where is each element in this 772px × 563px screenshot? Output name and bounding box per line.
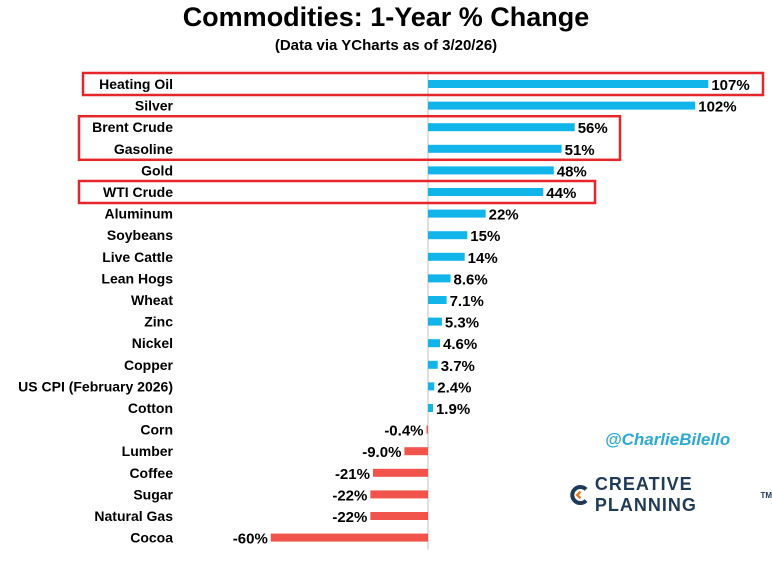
data-label: -60%	[233, 531, 268, 548]
category-label: Brent Crude	[92, 119, 173, 135]
category-label: Aluminum	[105, 206, 173, 222]
category-label: Live Cattle	[102, 249, 173, 265]
category-label: Wheat	[131, 292, 173, 308]
category-label: Heating Oil	[99, 76, 173, 92]
category-label: Gasoline	[114, 141, 173, 157]
bar	[428, 404, 433, 412]
bar	[428, 231, 468, 240]
category-label: US CPI (February 2026)	[18, 378, 173, 394]
category-label: Cotton	[128, 400, 173, 416]
twitter-handle: @CharlieBilello	[605, 430, 731, 449]
data-label: -21%	[335, 466, 370, 483]
data-label: 51%	[565, 142, 595, 159]
category-label: Cocoa	[130, 530, 173, 546]
bar	[428, 188, 544, 196]
data-label: 22%	[489, 207, 519, 224]
data-label: 8.6%	[454, 271, 488, 288]
bar	[428, 360, 438, 369]
category-label: Gold	[141, 162, 173, 178]
data-label: -9.0%	[362, 444, 401, 461]
data-label: 1.9%	[436, 401, 470, 418]
category-label: Coffee	[129, 465, 173, 481]
data-label: 3.7%	[441, 358, 475, 375]
category-label: Sugar	[133, 486, 173, 502]
bar	[428, 80, 709, 88]
category-label: Copper	[124, 357, 174, 373]
data-label: 2.4%	[437, 379, 471, 396]
data-label: 56%	[578, 120, 608, 137]
bar	[404, 447, 428, 456]
bar	[270, 533, 428, 542]
bar	[428, 166, 554, 175]
creative-planning-c-mark-icon	[570, 484, 588, 506]
category-label: Nickel	[132, 335, 173, 351]
creative-planning-logo: CREATIVE PLANNING TM	[570, 474, 772, 516]
category-label: Natural Gas	[94, 508, 173, 524]
bar	[428, 382, 435, 391]
category-label: Corn	[140, 422, 173, 438]
data-label: 44%	[546, 185, 576, 202]
data-label: 48%	[557, 163, 587, 180]
bar	[370, 490, 428, 499]
highlight-box	[81, 71, 765, 97]
category-label: Zinc	[144, 314, 173, 330]
bar	[428, 339, 441, 348]
data-label: -22%	[332, 509, 367, 526]
bar	[428, 274, 451, 283]
bar	[428, 317, 442, 326]
data-label: -22%	[332, 487, 367, 504]
bar	[428, 209, 486, 218]
data-label: 7.1%	[450, 293, 484, 310]
category-label: Silver	[135, 98, 174, 114]
data-label: 15%	[470, 228, 500, 245]
category-label: Soybeans	[107, 227, 173, 243]
bar	[428, 144, 562, 153]
chart-title: Commodities: 1-Year % Change	[182, 2, 590, 32]
highlight-box	[77, 114, 622, 162]
bar	[428, 252, 465, 261]
category-label: WTI Crude	[103, 184, 173, 200]
data-label: 5.3%	[445, 315, 479, 332]
data-label: 14%	[468, 250, 498, 267]
highlight-box	[77, 179, 597, 205]
chart-subtitle: (Data via YCharts as of 3/20/26)	[274, 37, 498, 54]
category-label: Lean Hogs	[101, 270, 173, 286]
bar	[428, 296, 447, 304]
bar	[426, 425, 428, 434]
data-label: -0.4%	[384, 423, 423, 440]
bar	[428, 101, 696, 110]
bar	[372, 468, 428, 477]
data-label: 107%	[711, 77, 749, 94]
category-label: Lumber	[122, 443, 174, 459]
logo-tm: TM	[760, 490, 772, 500]
bar	[428, 123, 575, 132]
data-label: 4.6%	[443, 336, 477, 353]
bar	[370, 512, 428, 520]
data-label: 102%	[698, 99, 736, 116]
logo-text: CREATIVE PLANNING	[594, 474, 697, 515]
